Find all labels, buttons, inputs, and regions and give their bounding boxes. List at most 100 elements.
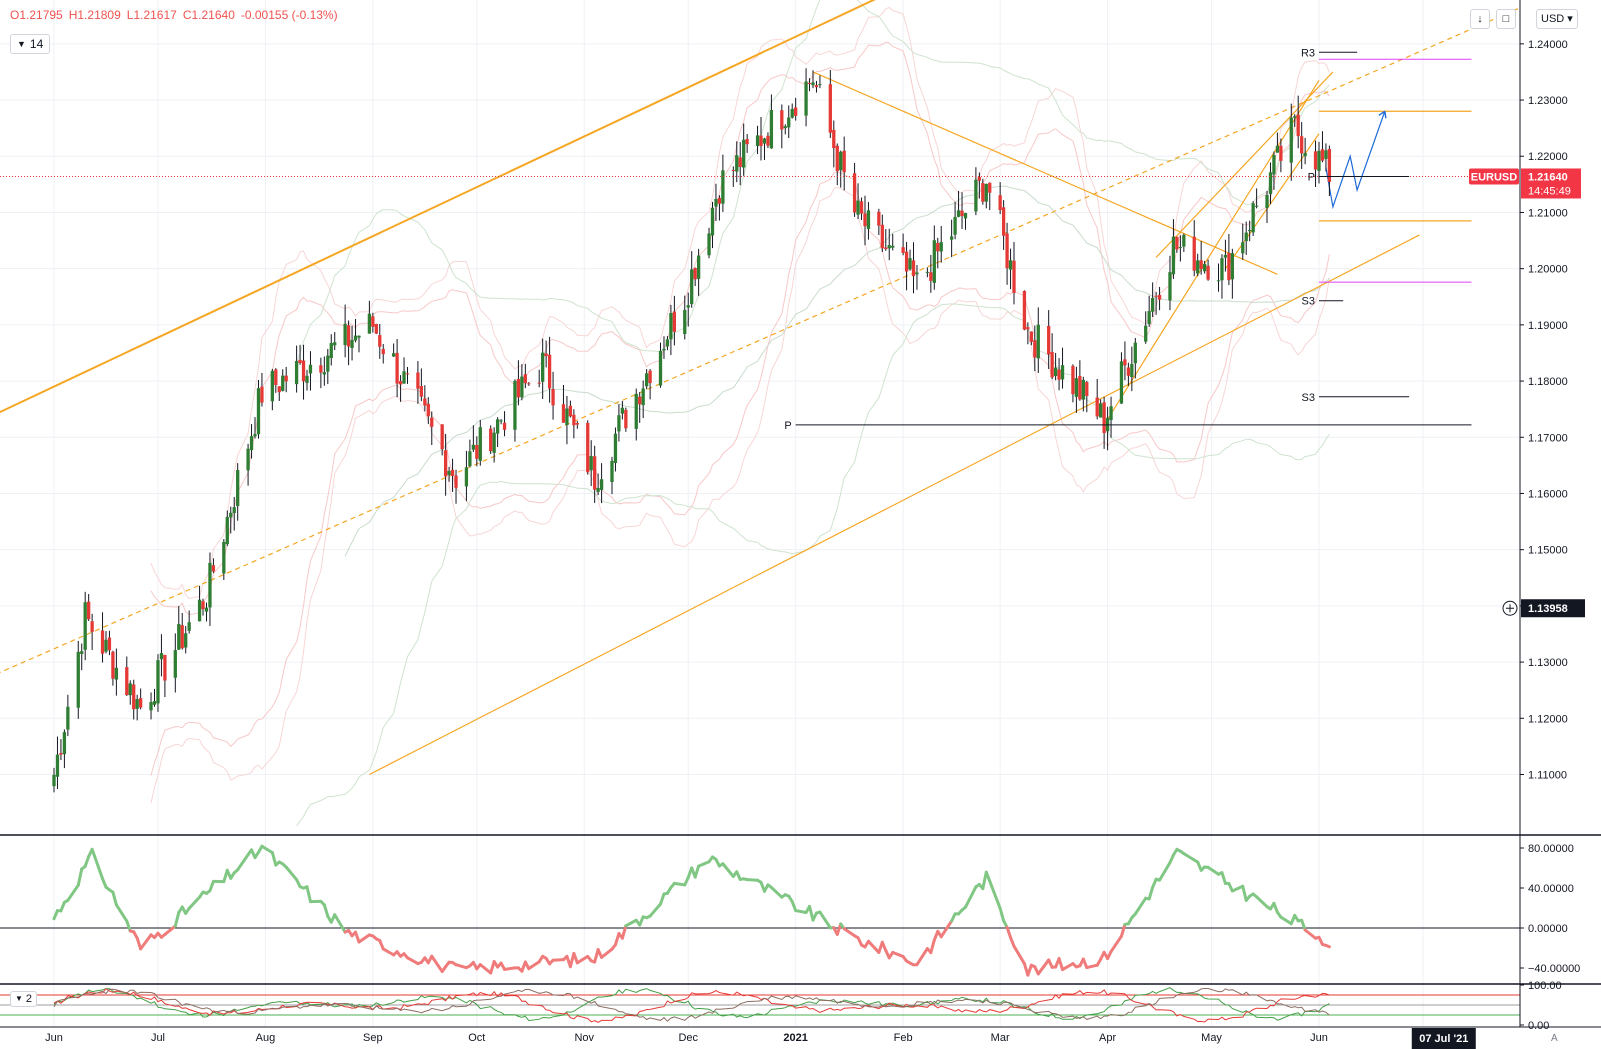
osc-segment xyxy=(1272,901,1279,914)
osc-segment xyxy=(1009,936,1016,948)
candle-body xyxy=(232,507,236,514)
oscillator-panel xyxy=(0,844,1520,977)
dmi-line xyxy=(53,987,1330,1022)
candle-body xyxy=(76,651,80,708)
osc-segment xyxy=(1182,852,1196,862)
candles xyxy=(52,68,1332,793)
candle-body xyxy=(253,434,257,437)
osc-segment xyxy=(575,954,590,965)
candle-body xyxy=(59,752,63,755)
osc-segment xyxy=(1255,895,1269,909)
candle-body xyxy=(357,335,361,338)
candle-body xyxy=(613,433,618,464)
osc-segment xyxy=(1026,963,1033,977)
osc-segment xyxy=(125,919,132,933)
candle-body xyxy=(1150,298,1155,312)
candle-body xyxy=(1171,236,1176,275)
currency-select[interactable]: USD ▾ xyxy=(1536,9,1578,29)
candle-body xyxy=(353,335,358,341)
time-axis-label: Feb xyxy=(894,1032,913,1044)
trendlines[interactable] xyxy=(0,0,1579,776)
candle-body xyxy=(125,667,129,695)
time-axis-label: May xyxy=(1201,1032,1222,1044)
candle-body xyxy=(956,210,961,217)
candle-body xyxy=(177,624,181,650)
osc-segment xyxy=(260,844,274,855)
candle-body xyxy=(575,422,579,425)
candle-body xyxy=(932,240,936,283)
auto-label: A xyxy=(1551,1033,1558,1044)
candle-body xyxy=(593,456,597,490)
candle-body xyxy=(1026,327,1030,330)
osc-segment xyxy=(1109,934,1123,954)
time-axis-label: Nov xyxy=(574,1032,594,1044)
candle-body xyxy=(66,706,70,730)
date-marker-label: 07 Jul '21 xyxy=(1419,1033,1468,1045)
candle-body xyxy=(132,684,136,710)
osc-segment xyxy=(322,903,330,918)
osc-axis-label: 40.00000 xyxy=(1528,883,1574,895)
pivot-label: P xyxy=(784,420,791,432)
ohlc-high: H1.21809 xyxy=(68,8,121,22)
osc-segment xyxy=(620,924,628,940)
candle-body xyxy=(1279,145,1283,161)
symbol-tag-bg xyxy=(1469,168,1519,185)
candle-body xyxy=(1095,397,1099,417)
scroll-down-button[interactable]: ↓ xyxy=(1470,9,1490,29)
indicator2-toggle[interactable]: ▼ 2 xyxy=(10,991,38,1007)
candle-body xyxy=(62,732,67,755)
candle-body xyxy=(478,427,482,461)
candle-body xyxy=(346,325,351,347)
time-axis-label: Jun xyxy=(1310,1032,1328,1044)
candle-body xyxy=(222,541,226,574)
candle-body xyxy=(738,157,742,168)
candle-body xyxy=(398,381,403,385)
candle-body xyxy=(1241,242,1245,254)
candle-body xyxy=(208,562,212,608)
osc-segment xyxy=(1005,925,1013,940)
auto-scale-button[interactable]: A xyxy=(1551,1033,1558,1044)
projection-arrowhead xyxy=(1378,110,1387,119)
osc-segment xyxy=(101,877,108,889)
candle-body xyxy=(814,85,819,88)
channel-mid-line xyxy=(0,0,1540,674)
candle-body xyxy=(1199,260,1203,270)
candle-body xyxy=(929,272,933,281)
dmi-axis-label: 0.00 xyxy=(1528,1020,1549,1032)
fullscreen-button[interactable]: □ xyxy=(1496,9,1516,29)
candle-body xyxy=(925,271,930,273)
candle-body xyxy=(759,135,763,147)
candle-body xyxy=(710,207,715,236)
dmi-panel xyxy=(0,987,1520,1023)
candle-body xyxy=(1099,403,1103,418)
candle-body xyxy=(1057,369,1061,380)
candle-body xyxy=(828,84,832,133)
candle-body xyxy=(690,269,694,305)
candle-body xyxy=(350,339,354,348)
candle-body xyxy=(527,383,531,385)
candle-body xyxy=(274,369,278,386)
osc-segment xyxy=(866,939,881,954)
candle-body xyxy=(1022,290,1027,330)
candle-body xyxy=(135,699,139,709)
candle-body xyxy=(426,403,430,417)
osc-segment xyxy=(163,924,177,936)
candle-body xyxy=(762,138,767,144)
price-axis-label: 1.18000 xyxy=(1528,376,1568,388)
candle-body xyxy=(329,343,333,359)
osc-segment xyxy=(551,958,565,962)
arrow-down-icon: ↓ xyxy=(1477,13,1483,25)
candle-body xyxy=(714,198,718,207)
channel-lower-line xyxy=(369,234,1420,776)
candle-body xyxy=(138,698,143,708)
price-tag-bg xyxy=(1521,168,1581,199)
symbol-tag-label: EURUSD xyxy=(1471,171,1518,183)
fullscreen-icon: □ xyxy=(1502,13,1510,25)
candle-body xyxy=(308,364,313,374)
candle-body xyxy=(80,651,84,654)
indicator-period-button[interactable]: ▼ 14 xyxy=(10,34,51,54)
candle-body xyxy=(908,258,912,270)
pivot-label: S3 xyxy=(1302,296,1315,308)
candle-body xyxy=(440,424,444,450)
